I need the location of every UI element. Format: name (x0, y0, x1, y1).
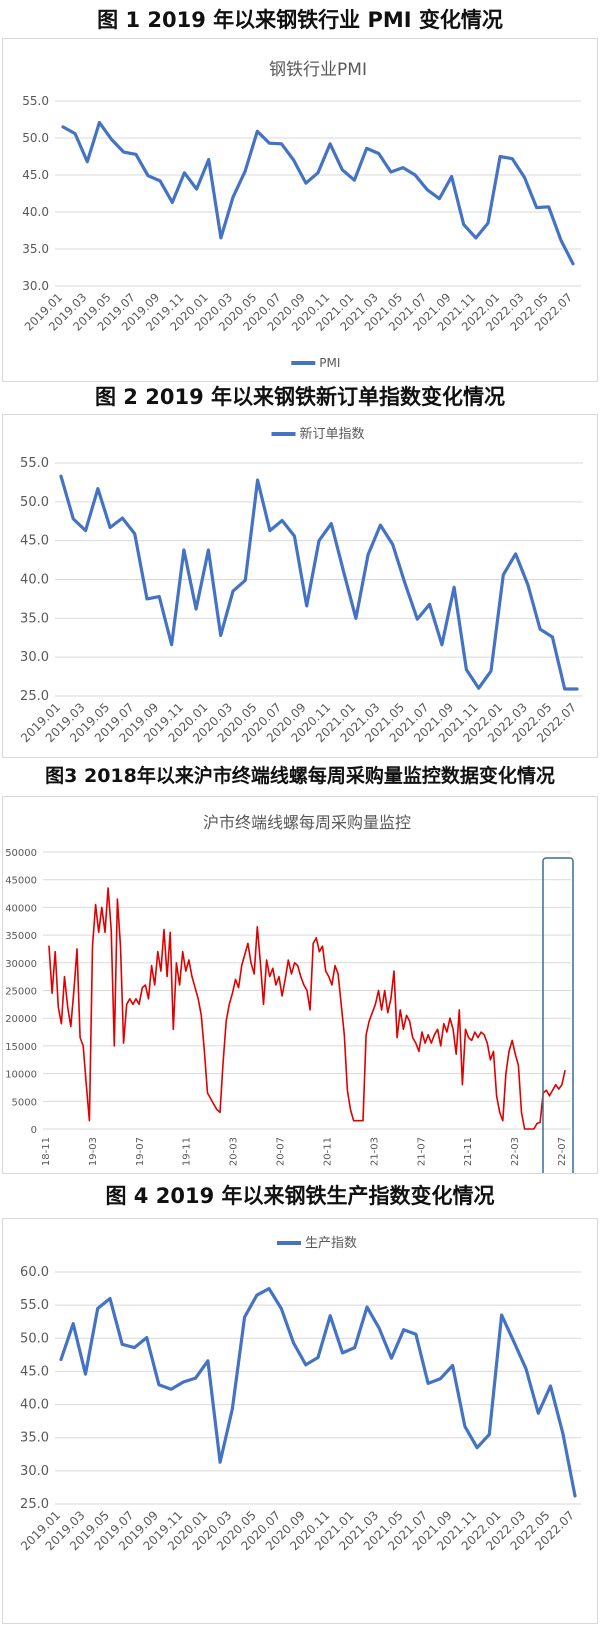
figure-1-title: 图 1 2019 年以来钢铁行业 PMI 变化情况 (97, 8, 503, 32)
figure-2-title: 图 2 2019 年以来钢铁新订单指数变化情况 (95, 385, 505, 409)
series-line-新订单指数 (59, 474, 579, 691)
y-tick-label: 45.0 (20, 534, 49, 549)
y-tick-label: 30.0 (20, 650, 49, 665)
legend-label: PMI (319, 356, 340, 370)
x-tick-label: 21-03 (369, 1137, 380, 1166)
x-tick-label: 22-03 (510, 1137, 521, 1166)
y-tick-label: 40.0 (20, 573, 49, 588)
y-tick-label: 35000 (5, 931, 37, 942)
y-tick-label: 25000 (5, 987, 37, 998)
y-tick-label: 60.0 (20, 1265, 49, 1280)
y-tick-label: 15000 (5, 1042, 37, 1053)
series-line-volume (48, 887, 566, 1130)
y-tick-label: 5000 (12, 1097, 37, 1108)
y-tick-label: 25.0 (20, 689, 49, 704)
y-tick-label: 0 (31, 1125, 37, 1136)
figure-3-title: 图3 2018年以来沪市终端线螺每周采购量监控数据变化情况 (45, 765, 555, 787)
x-tick-label: 21-07 (416, 1137, 427, 1166)
y-tick-label: 35.0 (22, 242, 49, 256)
y-tick-label: 10000 (5, 1070, 37, 1081)
chart-3-svg: 沪市终端线螺每周采购量监控 0 5000 10000 15000 20000 25000 30… (5, 813, 574, 1186)
y-tick-label: 50000 (5, 848, 37, 859)
y-tick-label: 30000 (5, 959, 37, 970)
x-tick-label: 19-07 (135, 1137, 146, 1166)
y-tick-label: 50.0 (22, 131, 49, 145)
x-tick-label: 20-07 (276, 1137, 287, 1166)
chart-4-svg: 25.030.035.040.045.050.055.060.02019.012… (18, 1236, 581, 1553)
chart-4-panel: 25.0 30.0 35.0 40.0 45.0 50.0 55.0 60.0 2019.01 2… (2, 1218, 598, 1624)
chart-1-panel: 钢铁行业PMI 30.0 35.0 40.0 45.0 50.0 55.0 2019.01 20… (2, 38, 598, 382)
legend-label: 生产指数 (305, 1236, 357, 1251)
chart-1-svg: 钢铁行业PMI30.035.040.045.050.055.02019.0120… (22, 60, 581, 370)
y-tick-label: 25.0 (20, 1497, 49, 1512)
y-tick-label: 30.0 (20, 1464, 49, 1479)
y-tick-label: 20000 (5, 1014, 37, 1025)
x-tick-label: 20-03 (229, 1137, 240, 1166)
y-tick-label: 40.0 (20, 1398, 49, 1413)
x-tick-label: 22-07 (557, 1137, 568, 1166)
chart-2-panel: 25.0 30.0 35.0 40.0 45.0 50.0 55.0 2019.01 2019.… (2, 414, 598, 758)
y-tick-label: 35.0 (20, 611, 49, 626)
y-tick-label: 50.0 (20, 495, 49, 510)
series-line-生产指数 (59, 1286, 577, 1498)
y-tick-label: 45.0 (20, 1364, 49, 1379)
x-tick-label: 21-11 (463, 1137, 474, 1166)
y-tick-label: 30.0 (22, 279, 49, 293)
chart-2-svg: 25.030.035.040.045.050.055.02019.012019.… (18, 426, 583, 745)
x-tick-label: 20-11 (322, 1137, 333, 1166)
y-tick-label: 35.0 (20, 1431, 49, 1446)
y-tick-label: 50.0 (20, 1331, 49, 1346)
highlight-box (542, 857, 574, 1186)
legend-label: 新订单指数 (300, 426, 365, 442)
figure-4-title: 图 4 2019 年以来钢铁生产指数变化情况 (105, 1184, 495, 1208)
series-line-PMI (61, 120, 575, 266)
y-tick-label: 55.0 (20, 456, 49, 471)
y-tick-label: 45.0 (22, 168, 49, 182)
y-tick-label: 55.0 (22, 94, 49, 108)
chart-1-title: 钢铁行业PMI (269, 60, 367, 80)
x-tick-label: 18-11 (41, 1137, 52, 1166)
y-tick-label: 55.0 (20, 1298, 49, 1313)
y-tick-label: 40.0 (22, 205, 49, 219)
chart-3-panel: 沪市终端线螺每周采购量监控 0 5000 10000 15000 20000 25000 30… (2, 796, 598, 1186)
chart-3-title: 沪市终端线螺每周采购量监控 (203, 813, 411, 832)
y-tick-label: 45000 (5, 876, 37, 887)
x-tick-label: 19-03 (88, 1137, 99, 1166)
x-tick-label: 19-11 (182, 1137, 193, 1166)
y-tick-label: 40000 (5, 903, 37, 914)
